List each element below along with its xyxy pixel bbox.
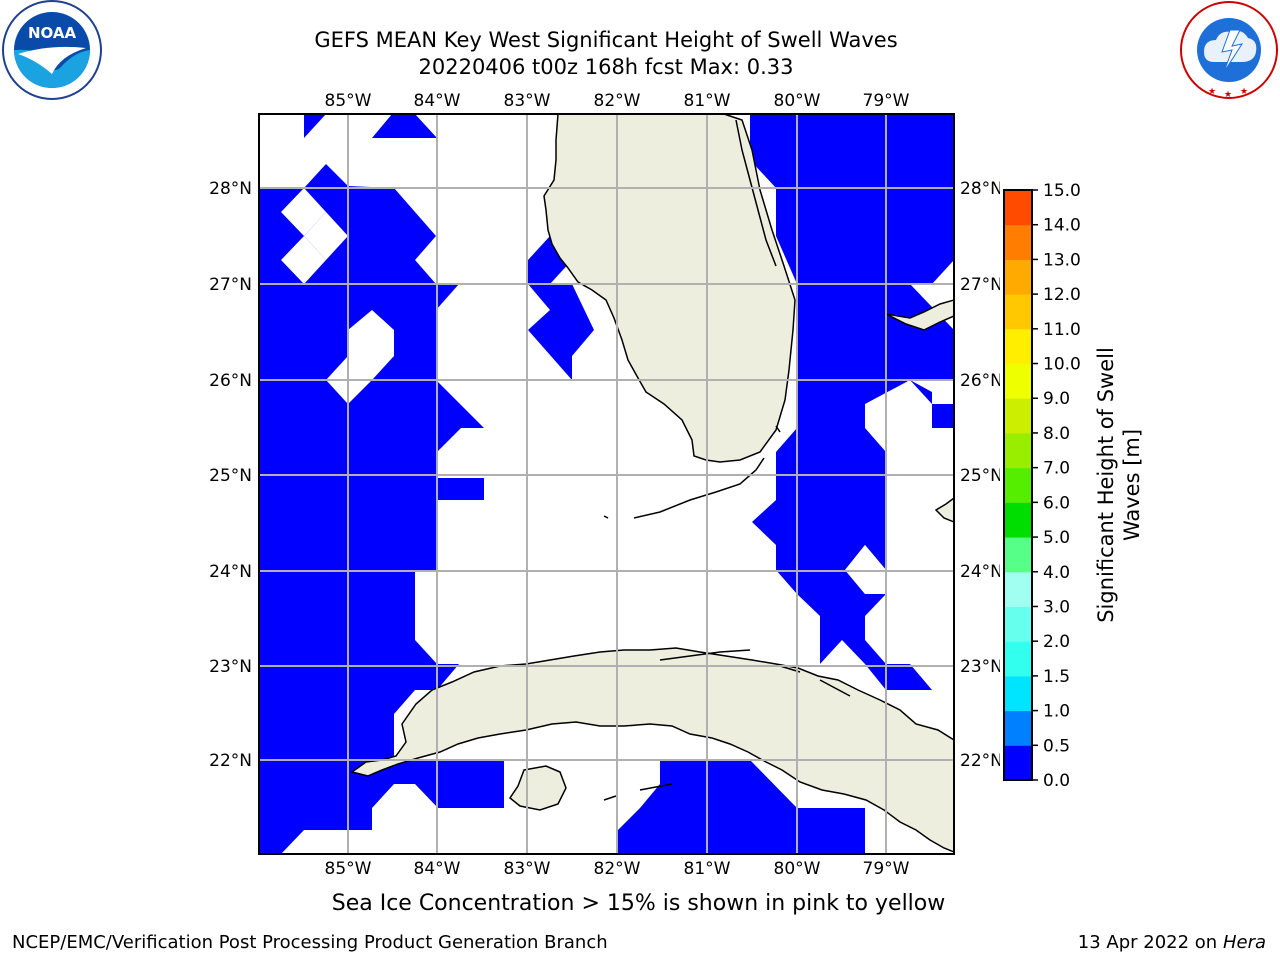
lon-labels: 85°W 84°W 83°W 82°W 81°W 80°W 79°W 85°W … [325, 91, 910, 879]
lat-label-right: 27°N [960, 275, 1000, 295]
colorbar-swatch [1004, 467, 1032, 503]
colorbar-swatch [1004, 571, 1032, 607]
lat-labels: 28°N 27°N 26°N 25°N 24°N 23°N 22°N 28°N … [209, 179, 1000, 771]
lat-label-left: 27°N [209, 275, 252, 295]
colorbar-tick-label: 5.0 [1043, 528, 1070, 548]
nws-logo: ★ ★ ★ [1180, 1, 1278, 100]
colorbar-label-line1: Significant Height of Swell [1094, 347, 1118, 623]
lon-label-top: 83°W [504, 91, 551, 111]
lon-label-top: 81°W [684, 91, 731, 111]
footer-date-text: 13 Apr 2022 on [1077, 932, 1223, 953]
noaa-logo: NOAA [2, 0, 102, 100]
colorbar-swatch [1004, 224, 1032, 260]
svg-text:★: ★ [1208, 87, 1216, 97]
swell-region-east [750, 114, 954, 690]
lat-label-right: 26°N [960, 371, 1000, 391]
colorbar-tick-label: 6.0 [1043, 493, 1070, 513]
chart-title: GEFS MEAN Key West Significant Height of… [314, 28, 898, 52]
colorbar-swatch [1004, 363, 1032, 399]
swell-region-nw-bits [304, 114, 437, 138]
colorbar-swatch [1004, 710, 1032, 746]
map: 85°W 84°W 83°W 82°W 81°W 80°W 79°W 85°W … [209, 91, 1000, 879]
lat-label-right: 22°N [960, 751, 1000, 771]
colorbar-swatch [1004, 502, 1032, 538]
colorbar-swatch [1004, 432, 1032, 469]
lon-label-top: 85°W [325, 91, 372, 111]
noaa-logo-label: NOAA [28, 24, 77, 42]
colorbar-tick-label: 9.0 [1043, 389, 1070, 409]
bahamas [885, 299, 954, 523]
colorbar-tick-label: 14.0 [1043, 216, 1081, 236]
colorbar-tick-label: 1.5 [1043, 667, 1070, 687]
cuba-landmass [350, 647, 954, 853]
svg-text:★: ★ [1224, 90, 1232, 100]
colorbar-swatch [1004, 745, 1032, 781]
lon-label-bottom: 80°W [774, 859, 821, 879]
lon-label-bottom: 85°W [325, 859, 372, 879]
colorbar-swatch [1004, 641, 1032, 677]
chart-subtitle: 20220406 t00z 168h fcst Max: 0.33 [418, 55, 794, 79]
lon-label-top: 79°W [863, 91, 910, 111]
lon-label-top: 80°W [774, 91, 821, 111]
lat-label-right: 24°N [960, 562, 1000, 582]
colorbar-swatch [1004, 606, 1032, 642]
colorbar-tick-label: 11.0 [1043, 320, 1081, 340]
lat-label-left: 22°N [209, 751, 252, 771]
colorbar-tick-label: 2.0 [1043, 632, 1070, 652]
lat-label-left: 25°N [209, 466, 252, 486]
colorbar-tick-label: 1.0 [1043, 702, 1070, 722]
map-frame [258, 113, 955, 855]
colorbar-tick-label: 8.0 [1043, 424, 1070, 444]
colorbar-frame [1003, 189, 1033, 781]
sea-ice-note: Sea Ice Concentration > 15% is shown in … [331, 891, 946, 916]
lon-label-bottom: 83°W [504, 859, 551, 879]
lat-label-right: 28°N [960, 179, 1000, 199]
isle-of-youth [508, 765, 567, 811]
lon-label-bottom: 79°W [863, 859, 910, 879]
colorbar-tick-label: 0.5 [1043, 736, 1070, 756]
lat-label-right: 23°N [960, 657, 1000, 677]
lon-label-top: 84°W [414, 91, 461, 111]
swell-region-sarasota [528, 236, 594, 380]
footer-credit: NCEP/EMC/Verification Post Processing Pr… [12, 932, 608, 953]
colorbar-tick-label: 10.0 [1043, 355, 1081, 375]
colorbar: 0.0 0.5 1.0 1.5 2.0 3.0 4.0 5.0 6.0 7.0 8.0 9.0 10.0… [1003, 181, 1144, 791]
footer-date: 13 Apr 2022 on Hera [1078, 932, 1266, 954]
lat-label-left: 24°N [209, 562, 252, 582]
lon-label-top: 82°W [594, 91, 641, 111]
lat-label-right: 25°N [960, 466, 1000, 486]
colorbar-ticks: 0.0 0.5 1.0 1.5 2.0 3.0 4.0 5.0 6.0 7.0 8.0 9.0 10.0… [1032, 181, 1081, 791]
lon-label-bottom: 81°W [684, 859, 731, 879]
colorbar-swatch [1004, 328, 1032, 365]
colorbar-tick-label: 15.0 [1043, 181, 1081, 201]
lon-label-bottom: 84°W [414, 859, 461, 879]
colorbar-tick-label: 4.0 [1043, 563, 1070, 583]
colorbar-tick-label: 0.0 [1043, 771, 1070, 791]
lat-label-left: 26°N [209, 371, 252, 391]
colorbar-swatches [1004, 190, 1032, 781]
colorbar-swatch [1004, 537, 1032, 573]
swell-region-west [259, 164, 504, 854]
colorbar-tick-label: 7.0 [1043, 459, 1070, 479]
colorbar-label-line2: Waves [m] [1120, 429, 1144, 541]
colorbar-swatch [1004, 190, 1032, 226]
footer-host: Hera [1222, 932, 1266, 953]
colorbar-swatch [1004, 675, 1032, 712]
lat-label-left: 28°N [209, 179, 252, 199]
florida-landmass [543, 114, 796, 463]
svg-text:★: ★ [1240, 87, 1248, 97]
florida-keys [603, 119, 781, 519]
colorbar-tick-label: 3.0 [1043, 597, 1070, 617]
colorbar-swatch [1004, 259, 1032, 295]
colorbar-tick-label: 13.0 [1043, 250, 1081, 270]
swell-height-field [259, 114, 954, 854]
lat-label-left: 23°N [209, 657, 252, 677]
swell-region-south [618, 760, 865, 854]
graticule [259, 114, 954, 854]
colorbar-swatch [1004, 294, 1032, 330]
lon-label-bottom: 82°W [594, 859, 641, 879]
colorbar-swatch [1004, 398, 1032, 434]
colorbar-tick-label: 12.0 [1043, 285, 1081, 305]
cuba-north-keys [603, 649, 851, 801]
